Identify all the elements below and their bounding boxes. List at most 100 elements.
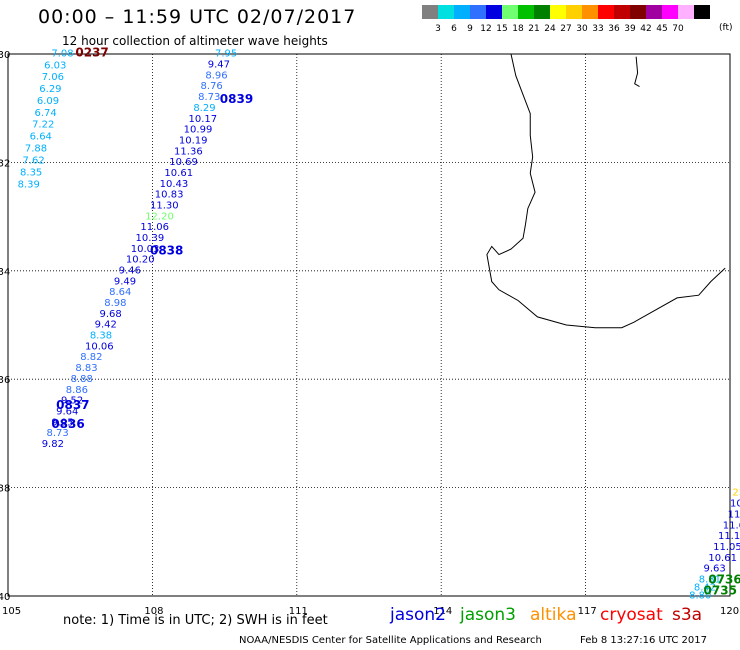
legend-swatch <box>518 5 534 19</box>
credit-text: NOAA/NESDIS Center for Satellite Applica… <box>239 635 542 646</box>
satellite-s3a: s3a <box>672 605 703 625</box>
page-title: 00:00 – 11:59 UTC 02/07/2017 <box>38 6 357 28</box>
wave-height-label: 9.64 <box>56 406 78 417</box>
wave-height-label: 11.05 <box>713 542 740 553</box>
lon-tick-label: 114 <box>433 606 452 617</box>
wave-height-label: 10.20 <box>126 255 155 266</box>
pass-time-label: 0839 <box>220 92 253 106</box>
lon-tick-label: 108 <box>144 606 163 617</box>
wave-height-label: 8.29 <box>193 103 215 114</box>
wave-height-label: 11.68 <box>723 520 740 531</box>
wave-height-label: 9.82 <box>42 439 64 450</box>
wave-height-label: 9.63 <box>704 564 726 575</box>
legend-swatch <box>646 5 662 19</box>
wave-height-label: 8.80 <box>689 591 711 602</box>
wave-height-label: 7.08 <box>51 49 73 60</box>
wave-height-label: 11.30 <box>150 200 179 211</box>
wave-height-label: 11.18 <box>718 531 740 542</box>
wave-height-label: 6.09 <box>37 96 59 107</box>
legend-swatch <box>582 5 598 19</box>
wave-height-label: 9.95 <box>51 417 73 428</box>
wave-height-label: 6.64 <box>30 132 52 143</box>
legend-swatch <box>534 5 550 19</box>
legend-label: 9 <box>467 24 473 34</box>
wave-height-label: 6.03 <box>44 61 66 72</box>
legend-label: 70 <box>672 24 684 34</box>
wave-height-label: 8.76 <box>201 81 223 92</box>
wave-height-label: 12.20 <box>145 211 174 222</box>
wave-height-label: 10.17 <box>189 114 218 125</box>
lat-tick-label: -36 <box>0 375 10 386</box>
legend-swatch <box>454 5 470 19</box>
lat-tick-label: -38 <box>0 484 10 495</box>
australia-coastline <box>486 53 726 329</box>
wave-height-label: 10.83 <box>155 190 184 201</box>
legend-swatch <box>566 5 582 19</box>
wave-height-label: 8.98 <box>104 298 126 309</box>
wave-height-label: 10.06 <box>85 341 114 352</box>
wave-height-observations: 7.086.037.066.296.096.747.226.647.887.62… <box>18 49 740 602</box>
wave-height-label: 8.88 <box>71 374 93 385</box>
wave-height-label: 9.42 <box>95 320 117 331</box>
axis-labels: 105 108 111 114 117 120 -30 -32 -34 -36 -38 -40 <box>0 50 739 617</box>
wave-height-label: 10.39 <box>136 233 165 244</box>
legend-swatch <box>502 5 518 19</box>
legend-swatch <box>470 5 486 19</box>
legend-label: 6 <box>451 24 457 34</box>
legend-label: 42 <box>640 24 652 34</box>
wave-height-label: 9.52 <box>61 396 83 407</box>
legend-label: 15 <box>496 24 508 34</box>
wave-height-label: 8.42 <box>694 583 716 594</box>
wave-height-label: 11.06 <box>140 222 169 233</box>
wave-height-label: 10.61 <box>164 168 193 179</box>
lon-tick-label: 105 <box>2 606 21 617</box>
legend-swatch <box>630 5 646 19</box>
wave-height-label: 7.22 <box>32 120 54 131</box>
wave-height-label: 8.39 <box>18 179 40 190</box>
legend-label: 30 <box>576 24 588 34</box>
legend-label: 18 <box>512 24 524 34</box>
legend-swatch <box>438 5 454 19</box>
map-frame <box>7 53 731 597</box>
wave-height-label: 8.64 <box>109 287 131 298</box>
legend-label: 21 <box>528 24 540 34</box>
wave-height-label: 7.06 <box>42 72 64 83</box>
lon-tick-label: 120 <box>720 606 739 617</box>
wave-height-label: 7.62 <box>22 155 44 166</box>
satellite-cryosat: cryosat <box>600 605 663 625</box>
wave-height-label: 6.29 <box>39 84 61 95</box>
legend-label: 39 <box>624 24 636 34</box>
wave-height-label: 8.73 <box>198 92 220 103</box>
wave-height-label: 8.31 <box>699 574 721 585</box>
wave-height-label: 9.46 <box>119 266 141 277</box>
wave-height-label: 10.19 <box>179 135 208 146</box>
wave-height-label: 23 <box>732 488 740 499</box>
inland-lake-outline <box>634 56 640 87</box>
lon-tick-label: 111 <box>289 606 308 617</box>
legend-swatch <box>598 5 614 19</box>
wave-height-label: 10.99 <box>184 125 213 136</box>
satellite-altika: altika <box>530 605 577 625</box>
satellite-jason2: jason2 <box>390 605 446 625</box>
wave-height-label: 6.74 <box>34 108 56 119</box>
legend-label: 12 <box>480 24 492 34</box>
timestamp-text: Feb 8 13:27:16 UTC 2017 <box>580 635 707 646</box>
wave-height-label: 10.43 <box>160 179 189 190</box>
satellite-jason3: jason3 <box>460 605 516 625</box>
legend-swatch <box>422 5 438 19</box>
legend-label: 45 <box>656 24 668 34</box>
wave-height-label: 7.88 <box>25 144 47 155</box>
wave-height-label: 8.73 <box>47 428 69 439</box>
legend-swatch <box>550 5 566 19</box>
legend-swatch <box>678 5 694 19</box>
legend-label: 3 <box>435 24 441 34</box>
page-subtitle: 12 hour collection of altimeter wave hei… <box>62 34 328 48</box>
wave-height-label: 8.38 <box>90 331 112 342</box>
lat-tick-label: -32 <box>0 158 10 169</box>
legend-label: 27 <box>560 24 572 34</box>
pass-time-label: 0237 <box>75 46 108 60</box>
lat-tick-label: -40 <box>0 592 10 603</box>
pass-time-label: 0736 <box>708 573 740 587</box>
